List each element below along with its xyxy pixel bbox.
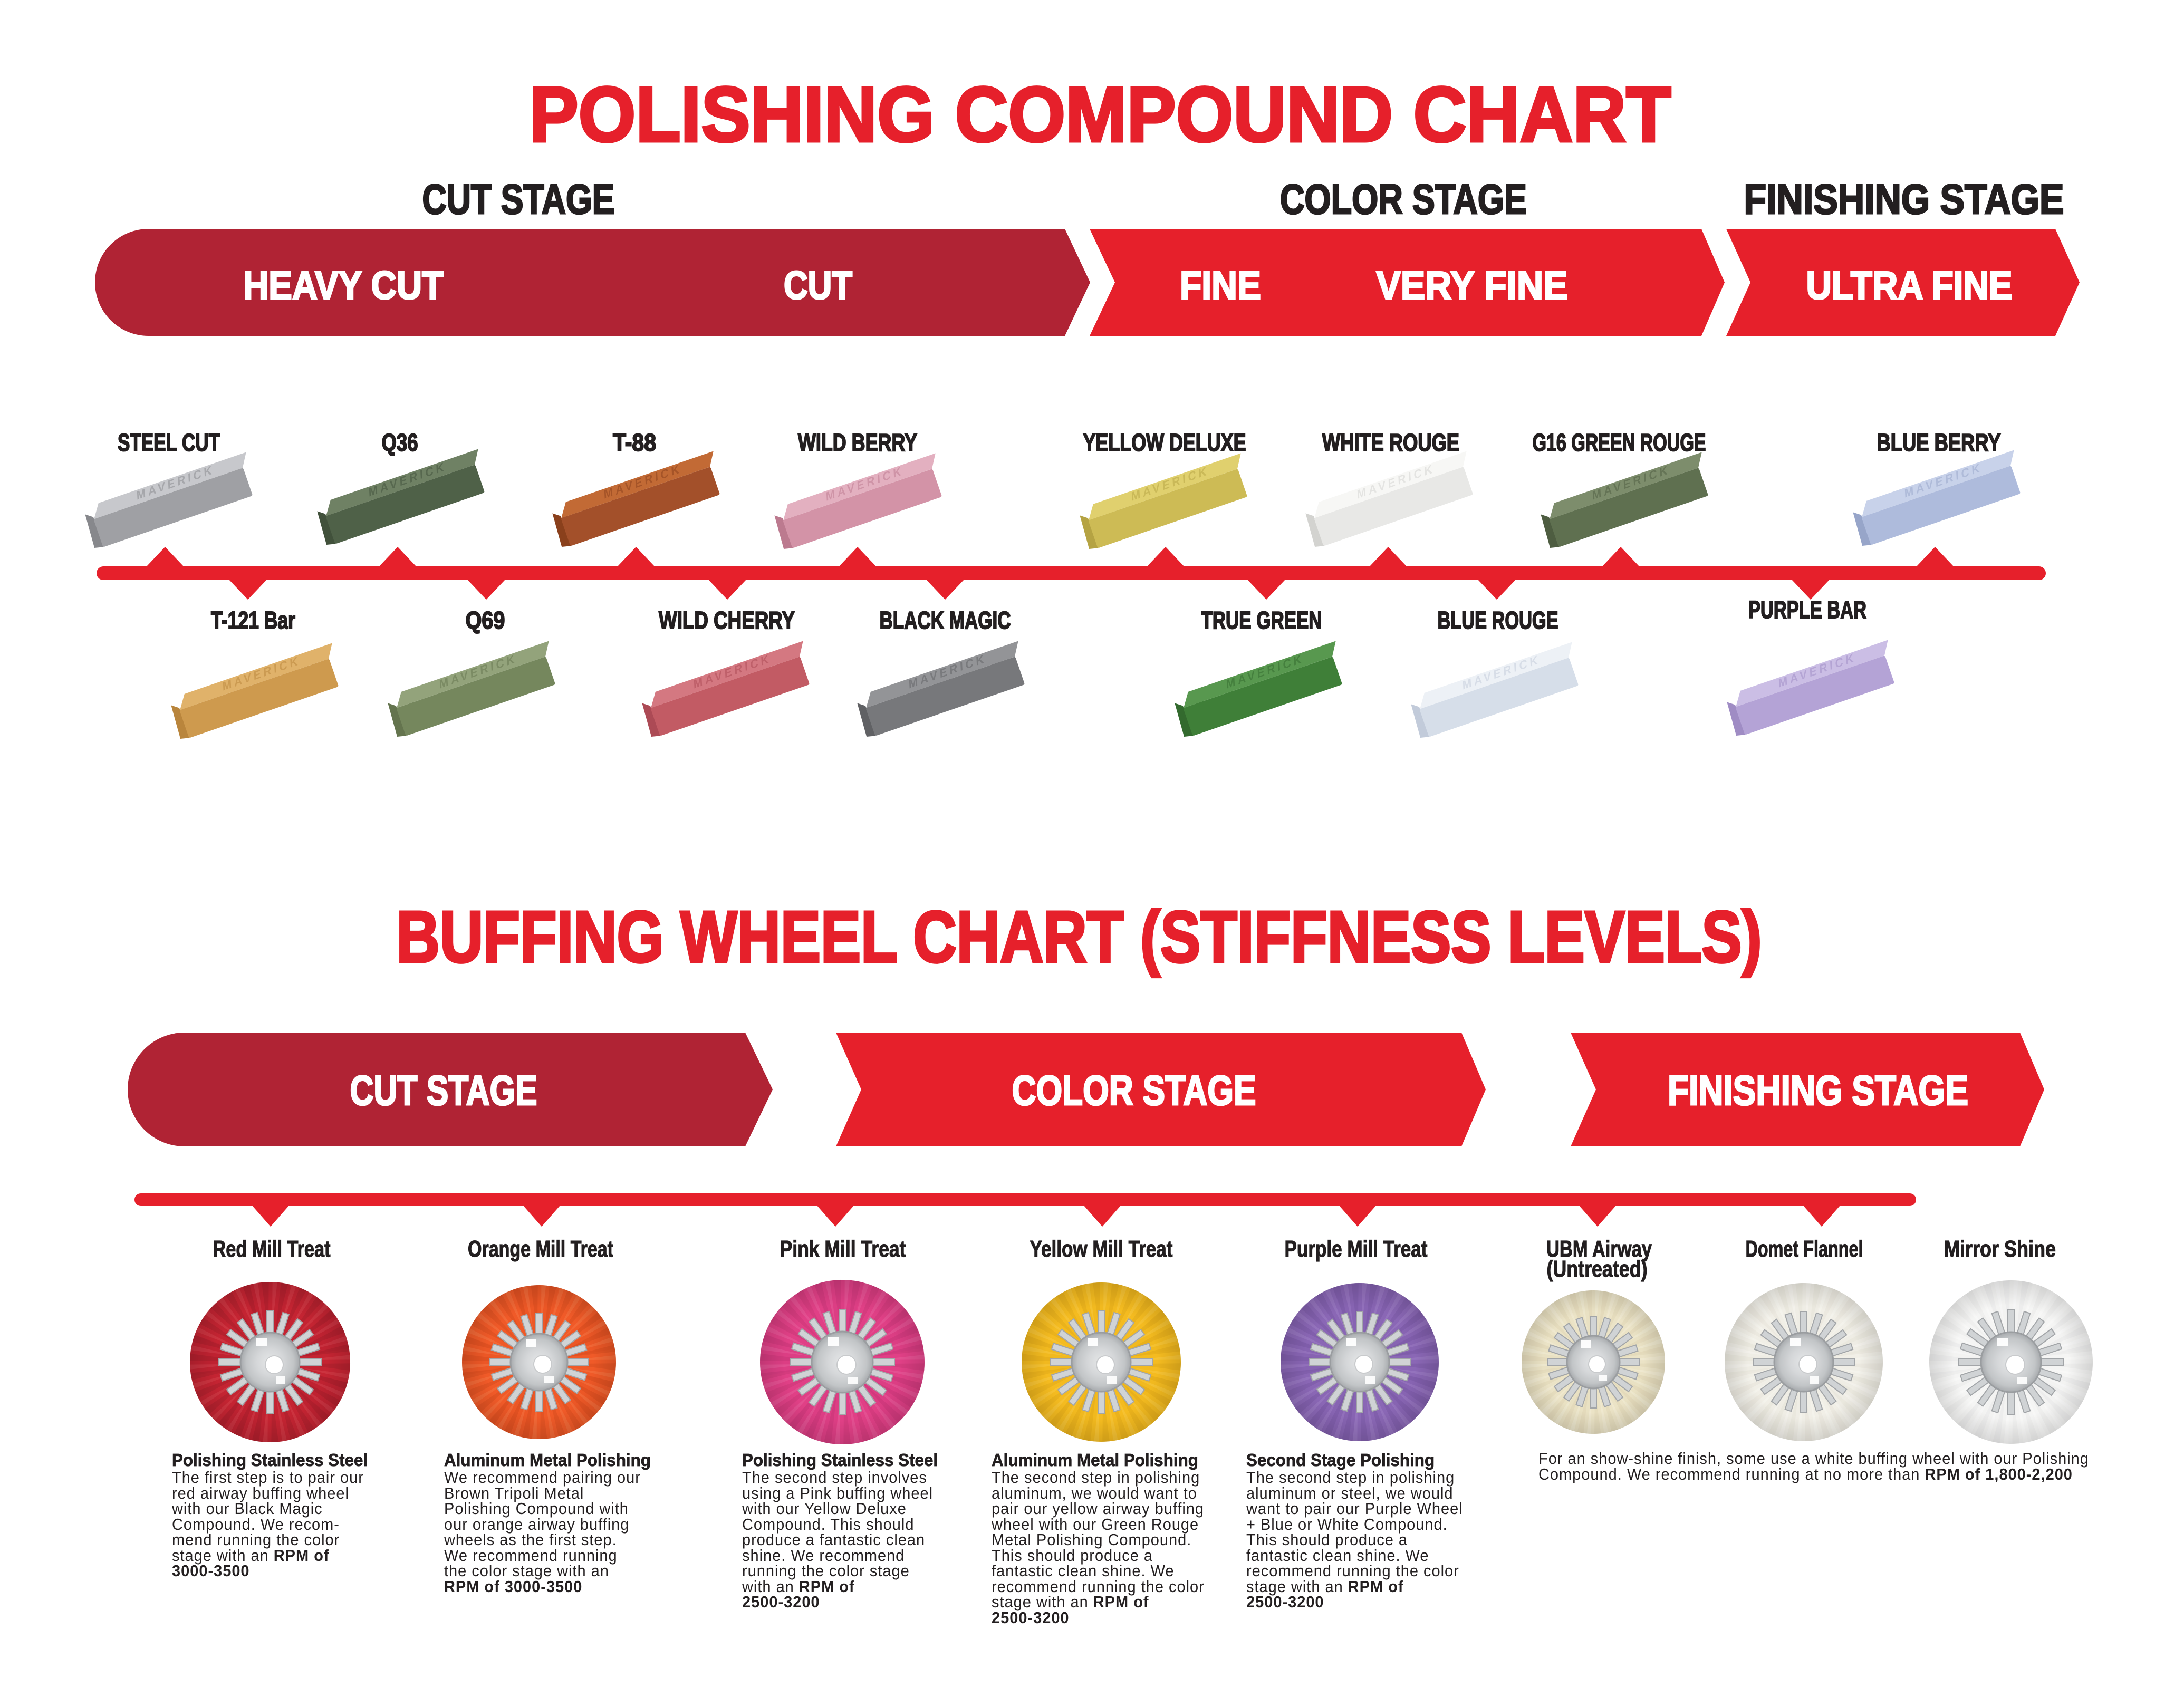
svg-text:Orange Mill Treat: Orange Mill Treat	[468, 1236, 613, 1262]
svg-text:Purple Mill Treat: Purple Mill Treat	[1285, 1236, 1428, 1262]
svg-text:TRUE GREEN: TRUE GREEN	[1201, 606, 1322, 634]
svg-text:BLUE ROUGE: BLUE ROUGE	[1438, 606, 1558, 634]
svg-text:STEEL CUT: STEEL CUT	[118, 429, 220, 456]
svg-text:Pink Mill Treat: Pink Mill Treat	[780, 1236, 906, 1262]
svg-text:COLOR STAGE: COLOR STAGE	[1280, 176, 1527, 223]
svg-text:ULTRA FINE: ULTRA FINE	[1806, 263, 2013, 307]
svg-text:BLACK MAGIC: BLACK MAGIC	[880, 606, 1011, 634]
svg-text:PURPLE BAR: PURPLE BAR	[1748, 596, 1866, 623]
svg-text:FINISHING STAGE: FINISHING STAGE	[1744, 176, 2064, 223]
svg-text:WHITE ROUGE: WHITE ROUGE	[1322, 429, 1459, 456]
svg-text:WILD BERRY: WILD BERRY	[798, 429, 917, 456]
svg-text:HEAVY CUT: HEAVY CUT	[243, 263, 444, 307]
svg-text:Q36: Q36	[382, 429, 418, 456]
svg-text:Yellow Mill Treat: Yellow Mill Treat	[1030, 1236, 1173, 1262]
svg-text:G16 GREEN ROUGE: G16 GREEN ROUGE	[1533, 429, 1706, 456]
svg-text:T-88: T-88	[613, 429, 656, 456]
svg-text:POLISHING COMPOUND CHART: POLISHING COMPOUND CHART	[530, 71, 1671, 158]
svg-text:Red Mill Treat: Red Mill Treat	[213, 1236, 331, 1262]
svg-text:YELLOW DELUXE: YELLOW DELUXE	[1083, 429, 1246, 456]
svg-text:Q69: Q69	[466, 606, 505, 634]
svg-text:UBM Airway: UBM Airway	[1546, 1236, 1652, 1262]
svg-text:CUT STAGE: CUT STAGE	[350, 1067, 537, 1114]
svg-text:CUT: CUT	[784, 263, 852, 307]
svg-text:T-121 Bar: T-121 Bar	[211, 606, 295, 634]
svg-text:CUT STAGE: CUT STAGE	[422, 176, 615, 223]
svg-text:VERY FINE: VERY FINE	[1377, 263, 1568, 307]
svg-text:Mirror Shine: Mirror Shine	[1944, 1236, 2056, 1262]
svg-text:FINE: FINE	[1180, 263, 1261, 307]
svg-text:BLUE BERRY: BLUE BERRY	[1877, 429, 2001, 456]
svg-text:COLOR STAGE: COLOR STAGE	[1012, 1067, 1256, 1114]
svg-text:BUFFING WHEEL CHART (STIFFNESS: BUFFING WHEEL CHART (STIFFNESS LEVELS)	[397, 896, 1762, 978]
svg-text:(Untreated): (Untreated)	[1547, 1256, 1648, 1282]
svg-text:FINISHING STAGE: FINISHING STAGE	[1668, 1067, 1968, 1114]
svg-text:Domet Flannel: Domet Flannel	[1746, 1236, 1863, 1262]
svg-text:WILD CHERRY: WILD CHERRY	[659, 606, 795, 634]
